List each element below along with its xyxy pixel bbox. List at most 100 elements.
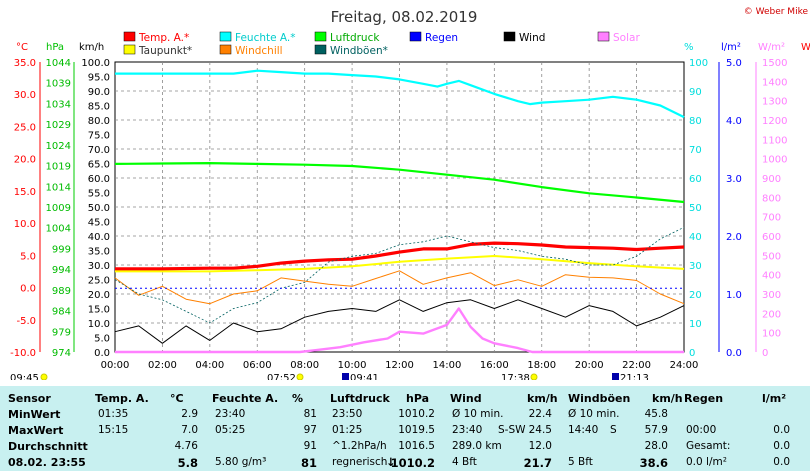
table-cell: 0.0 — [773, 456, 790, 468]
legend-swatch — [597, 31, 610, 42]
table-cell: 24.5 — [528, 424, 552, 436]
wind-tick: 20.0 — [88, 290, 110, 301]
table-cell: Gesamt: — [686, 440, 731, 452]
table-cell: ↓ — [386, 455, 396, 469]
series-lines — [114, 69, 685, 354]
table-cell: Temp. A. — [95, 392, 149, 405]
wind-tick: 25.0 — [88, 276, 110, 287]
table-cell: 0.0 l/m² — [686, 456, 727, 468]
wind-tick: 75.0 — [88, 131, 110, 142]
table-cell: Sensor — [8, 392, 51, 405]
copyright-label: © Weber Mike — [744, 7, 809, 17]
legend-label: Wind — [519, 32, 545, 44]
pressure-tick: 974 — [52, 348, 71, 359]
legend-label: Windböen* — [330, 45, 388, 57]
legend-label: Luftdruck — [330, 32, 380, 44]
pressure-tick: 1024 — [46, 141, 71, 152]
humidity-tick: 70 — [689, 145, 702, 156]
pressure-unit: hPa — [46, 42, 64, 53]
table-cell: 45.8 — [644, 408, 668, 420]
table-cell: 12.0 — [528, 440, 552, 452]
wind-tick: 5.0 — [94, 334, 110, 345]
solar-tick: 600 — [762, 232, 781, 243]
time-tick: 10:00 — [338, 360, 367, 371]
legend-label: Windchill — [235, 45, 283, 57]
table-cell: 0.0 — [773, 440, 790, 452]
wind-tick: 95.0 — [88, 73, 110, 84]
time-tick: 20:00 — [575, 360, 604, 371]
table-cell: Ø 10 min. — [568, 408, 620, 420]
series-line — [114, 226, 685, 324]
pressure-tick: 994 — [52, 265, 71, 276]
series-line — [114, 162, 685, 204]
table-cell: Regen — [684, 392, 724, 405]
table-cell: km/h — [527, 392, 558, 405]
series-line — [115, 255, 685, 273]
humidity-tick: 80 — [689, 116, 702, 127]
table-cell: 05:25 — [215, 424, 246, 436]
humidity-tick: 10 — [689, 319, 702, 330]
series-line — [115, 307, 684, 354]
axis-ticks: 35.0 30.0 25.0 20.0 15.0 10.0 5.0 0.0 -5.0 -10.0 1… — [10, 58, 787, 371]
table-cell: 1016.5 — [398, 440, 435, 452]
table-cell: 97 — [303, 424, 317, 436]
humidity-tick: 0 — [689, 348, 695, 359]
time-tick: 06:00 — [243, 360, 272, 371]
solar-tick: 1200 — [762, 116, 787, 127]
pressure-tick: 984 — [52, 307, 71, 318]
legend-swatch — [219, 31, 232, 42]
temp-tick: 30.0 — [14, 90, 36, 101]
solar-tick: 500 — [762, 251, 781, 262]
solar-tick: 700 — [762, 213, 781, 224]
legend-label: Feuchte A.* — [235, 32, 296, 44]
legend-label: Regen — [425, 32, 458, 44]
legend-label: Solar — [613, 32, 640, 44]
table-cell: 01:25 — [332, 424, 363, 436]
time-tick: 04:00 — [195, 360, 224, 371]
humidity-tick: 60 — [689, 174, 702, 185]
time-tick: 16:00 — [480, 360, 509, 371]
chart-title: Freitag, 08.02.2019 — [331, 8, 478, 26]
table-cell: km/h — [652, 392, 683, 405]
solar-tick: 1000 — [762, 155, 787, 166]
time-tick: 00:00 — [101, 360, 130, 371]
time-tick: 24:00 — [670, 360, 699, 371]
table-cell: 0.0 — [773, 424, 790, 436]
wind-tick: 65.0 — [88, 160, 110, 171]
legend-label: Taupunkt* — [138, 45, 192, 57]
table-cell: Wind — [450, 392, 482, 405]
table-cell: 57.9 — [644, 424, 668, 436]
moon-label: 21:13 — [620, 373, 649, 380]
rain-tick: 2.0 — [726, 232, 742, 243]
table-cell: l/m² — [762, 392, 787, 405]
pressure-tick: 1004 — [46, 224, 71, 235]
table-cell: 1019.5 — [398, 424, 435, 436]
table-cell: 289.0 km — [452, 440, 502, 452]
wind-tick: 60.0 — [88, 174, 110, 185]
table-cell: Ø 10 min. — [452, 408, 504, 420]
series-line — [114, 299, 685, 344]
wind-tick: 55.0 — [88, 189, 110, 200]
legend: Temp. A.* Feuchte A.* Luftdruck Regen Wind So… — [123, 31, 640, 57]
grid — [115, 62, 684, 352]
table-background — [0, 386, 810, 471]
solar-tick: 100 — [762, 329, 781, 340]
table-cell: °C — [170, 392, 184, 405]
pressure-tick: 1034 — [46, 99, 71, 110]
wind-unit: km/h — [79, 42, 104, 53]
sunrise-label: 07:52 — [267, 373, 296, 380]
pressure-tick: 1009 — [46, 203, 71, 214]
legend-swatch — [314, 44, 327, 55]
table-cell: 38.6 — [639, 456, 668, 470]
legend-label: Temp. A.* — [138, 32, 189, 44]
civil-rise-label: 09:41 — [350, 373, 379, 380]
time-tick: 12:00 — [385, 360, 414, 371]
pressure-tick: 999 — [52, 244, 71, 255]
time-tick: 08:00 — [290, 360, 319, 371]
rain-tick: 5.0 — [726, 58, 742, 69]
table-cell: 22.4 — [528, 408, 552, 420]
moon-icon — [342, 373, 349, 380]
legend-swatch — [219, 44, 232, 55]
wind-tick: 40.0 — [88, 232, 110, 243]
temp-tick: 15.0 — [14, 187, 36, 198]
